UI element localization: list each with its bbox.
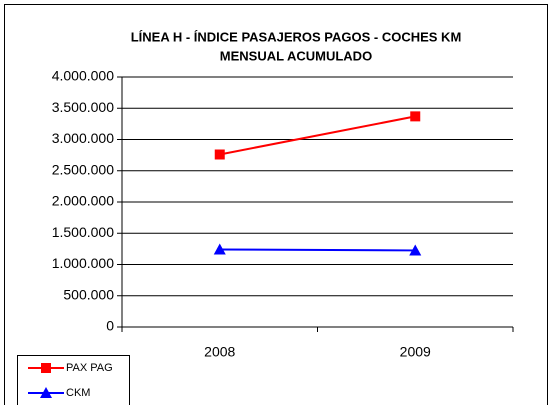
marker (213, 243, 226, 255)
marker (409, 244, 422, 256)
series-line (219, 115, 416, 156)
marker (214, 149, 225, 160)
y-tick-label: 0 (106, 318, 114, 334)
chart-title: LÍNEA H - ÍNDICE PASAJEROS PAGOS - COCHE… (131, 29, 462, 44)
marker (41, 363, 51, 373)
marker (40, 387, 52, 398)
y-tick-label: 3.000.000 (52, 130, 114, 146)
marker (410, 111, 421, 122)
x-tick-label: 2009 (400, 344, 431, 360)
y-tick-label: 1.000.000 (52, 255, 114, 271)
y-tick-label: 2.500.000 (52, 161, 114, 177)
x-tick-label: 2008 (204, 344, 235, 360)
legend-label: CKM (66, 387, 90, 399)
y-tick-label: 500.000 (63, 286, 114, 302)
y-tick-label: 1.500.000 (52, 224, 114, 240)
legend-label: PAX PAG (66, 362, 113, 374)
chart-border (4, 4, 548, 405)
series-line (219, 248, 416, 252)
y-tick-label: 3.500.000 (52, 99, 114, 115)
y-tick-label: 4.000.000 (52, 68, 114, 84)
y-tick-label: 2.000.000 (52, 193, 114, 209)
legend-box (17, 355, 130, 405)
chart-title: MENSUAL ACUMULADO (220, 48, 372, 63)
